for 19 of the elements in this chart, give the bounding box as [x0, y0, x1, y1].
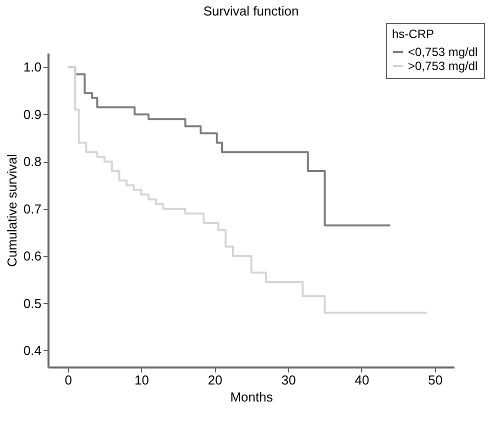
y-tick-label: 0.8 — [23, 154, 42, 170]
chart-title: Survival function — [203, 4, 299, 18]
x-tick-label: 0 — [64, 372, 72, 388]
x-tick-label: 50 — [428, 372, 443, 388]
legend-label: <0,753 mg/dl — [408, 45, 478, 59]
y-tick-label: 0.4 — [23, 342, 42, 358]
y-axis-title: Cumulative survival — [4, 154, 20, 267]
y-tick-label: 0.9 — [23, 106, 42, 122]
legend-title: hs-CRP — [392, 27, 434, 41]
x-tick-label: 40 — [354, 372, 370, 388]
y-tick-label: 1.0 — [23, 60, 42, 75]
legend-label: >0,753 mg/dl — [408, 59, 478, 73]
y-tick-label: 0.5 — [23, 296, 42, 311]
y-tick-label: 0.7 — [23, 201, 42, 216]
y-tick-label: 0.6 — [23, 248, 42, 264]
x-tick-label: 20 — [208, 372, 222, 388]
x-axis-title: Months — [230, 390, 274, 404]
x-tick-label: 10 — [134, 372, 149, 388]
x-tick-label: 30 — [281, 372, 296, 388]
